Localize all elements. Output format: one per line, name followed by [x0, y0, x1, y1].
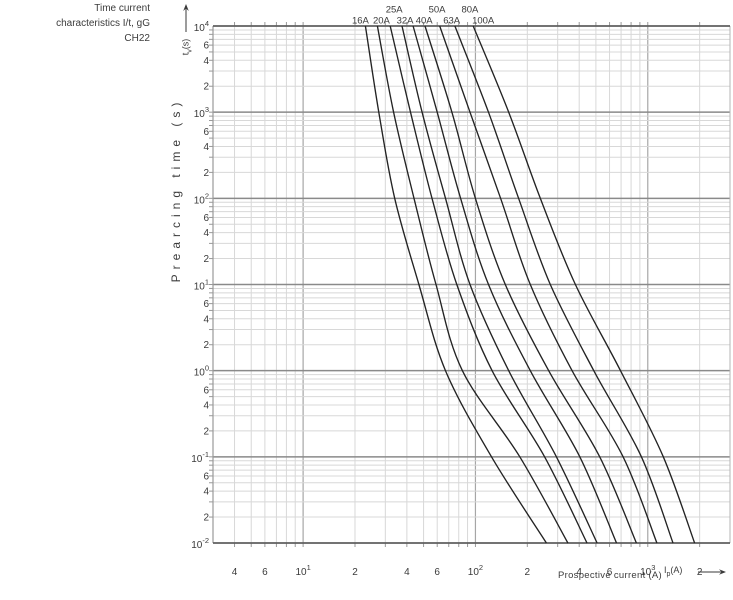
x-tick-label: 2	[525, 567, 531, 578]
x-tick-label: 4	[404, 567, 410, 578]
y-tick-label: 4	[203, 314, 209, 325]
x-tick-label: 6	[262, 567, 268, 578]
y-tick-label: 2	[203, 340, 209, 351]
curve-25A	[389, 25, 588, 544]
curve-63A	[439, 25, 658, 544]
x-tick-label: 103	[640, 563, 655, 578]
y-tick-label: 104	[194, 19, 209, 34]
title-line-3: CH22	[124, 33, 150, 44]
y-tick-label: 6	[203, 299, 209, 310]
y-tick-label: 2	[203, 426, 209, 437]
curve-32A	[401, 25, 598, 544]
y-tick-label: 4	[203, 487, 209, 498]
x-unit-base: I	[664, 565, 667, 575]
y-tick-label: 6	[203, 385, 209, 396]
y-tick-label: 4	[203, 56, 209, 67]
y-tick-label: 4	[203, 228, 209, 239]
x-tick-label: 102	[468, 563, 483, 578]
curve-label-80A: 80A	[461, 5, 479, 16]
x-tick-label: 2	[697, 567, 703, 578]
curve-label-40A: 40A	[416, 16, 434, 27]
curve-label-100A: 100A	[472, 16, 495, 27]
curve-label-50A: 50A	[429, 5, 447, 16]
y-tick-label: 4	[203, 400, 209, 411]
y-axis-arrow-icon	[183, 4, 189, 32]
x-tick-label: 6	[607, 567, 613, 578]
y-tick-label: 101	[194, 278, 209, 293]
y-tick-label: 4	[203, 142, 209, 153]
curve-80A	[454, 25, 674, 544]
curve-20A	[376, 25, 569, 544]
chart-title: Time current characteristics I/t, gG CH2…	[0, 1, 150, 46]
x-unit-suffix: (A)	[670, 565, 683, 575]
x-axis-arrow-icon	[698, 569, 726, 575]
y-tick-label: 103	[194, 105, 209, 120]
x-tick-label: 4	[232, 567, 238, 578]
y-tick-label: 2	[203, 168, 209, 179]
curve-label-25A: 25A	[386, 5, 404, 16]
y-tick-label: 10-2	[191, 536, 209, 551]
y-tick-label: 6	[203, 471, 209, 482]
curve-label-16A: 16A	[352, 16, 370, 27]
y-tick-label: 2	[203, 82, 209, 93]
x-tick-label: 2	[352, 567, 358, 578]
curve-50A	[424, 25, 638, 544]
y-tick-label: 102	[194, 191, 209, 206]
x-tick-label: 4	[576, 567, 582, 578]
curve-label-20A: 20A	[373, 16, 391, 27]
y-tick-label: 6	[203, 127, 209, 138]
x-unit-sub: p	[666, 570, 671, 578]
y-tick-label: 6	[203, 213, 209, 224]
y-tick-label: 2	[203, 254, 209, 265]
title-line-1: Time current	[94, 3, 150, 14]
curve-100A	[472, 25, 696, 544]
curve-16A	[364, 25, 547, 544]
curve-40A	[412, 25, 618, 544]
x-tick-label: 6	[434, 567, 440, 578]
y-tick-label: 2	[203, 513, 209, 524]
y-tick-label: 10-1	[191, 450, 209, 465]
curve-label-63A: 63A	[443, 16, 461, 27]
x-tick-label: 101	[295, 563, 310, 578]
title-line-2: characteristics I/t, gG	[56, 18, 150, 29]
x-axis-label: Prospective current (A)	[557, 570, 663, 581]
y-tick-label: 6	[203, 41, 209, 52]
x-axis-unit-label: Ip(A)	[664, 565, 682, 578]
y-tick-label: 100	[194, 364, 209, 379]
curve-label-32A: 32A	[397, 16, 415, 27]
